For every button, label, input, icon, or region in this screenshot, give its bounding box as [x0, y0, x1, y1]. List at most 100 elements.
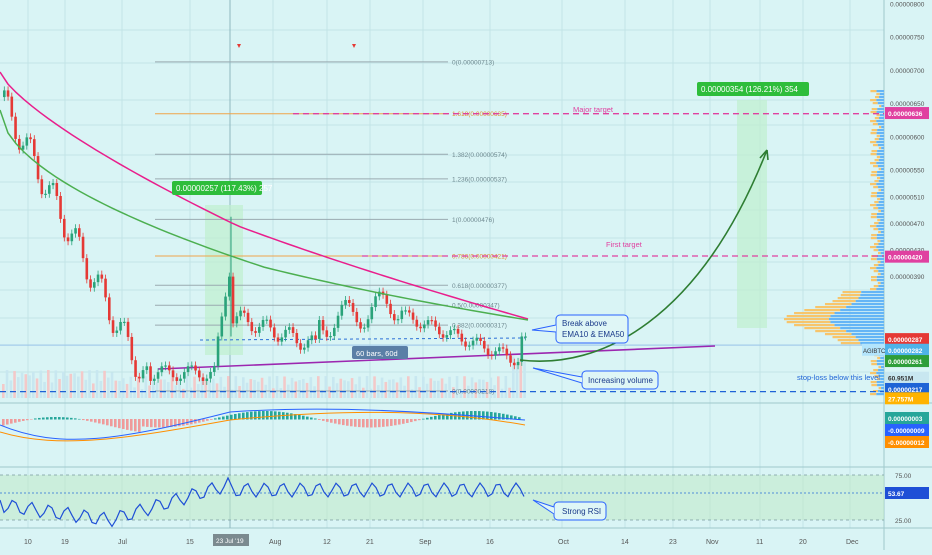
candle-body[interactable] [228, 276, 231, 297]
candle-body[interactable] [329, 336, 332, 338]
candle-body[interactable] [48, 185, 51, 194]
candle-body[interactable] [85, 258, 89, 280]
candle-body[interactable] [288, 327, 291, 330]
candle-body[interactable] [393, 314, 396, 321]
candle-body[interactable] [490, 354, 494, 357]
candle-body[interactable] [295, 333, 299, 344]
candle-body[interactable] [231, 276, 235, 324]
candle-body[interactable] [175, 377, 179, 381]
candle-body[interactable] [501, 347, 505, 349]
candle-body[interactable] [96, 274, 100, 283]
candle-body[interactable] [51, 183, 55, 186]
candle-body[interactable] [186, 366, 190, 373]
candle-body[interactable] [423, 324, 426, 329]
candle-body[interactable] [63, 218, 66, 238]
candle-body[interactable] [145, 366, 149, 371]
candle-body[interactable] [21, 145, 25, 150]
candle-body[interactable] [138, 376, 141, 379]
candle-body[interactable] [460, 333, 464, 342]
candle-body[interactable] [351, 302, 355, 312]
candle-body[interactable] [464, 341, 467, 347]
candle-body[interactable] [524, 336, 527, 338]
candle-body[interactable] [408, 310, 411, 313]
candle-body[interactable] [378, 291, 381, 297]
candle-body[interactable] [486, 348, 490, 355]
candle-body[interactable] [494, 351, 497, 356]
candle-body[interactable] [168, 365, 171, 371]
candle-body[interactable] [348, 300, 351, 303]
candle-body[interactable] [430, 320, 434, 322]
candle-body[interactable] [310, 335, 314, 341]
candle-body[interactable] [134, 360, 137, 377]
candle-body[interactable] [276, 337, 280, 342]
candle-body[interactable] [190, 365, 194, 367]
candle-body[interactable] [10, 96, 14, 117]
candle-body[interactable] [78, 228, 81, 237]
candle-body[interactable] [201, 377, 205, 381]
candle-body[interactable] [6, 90, 10, 97]
candle-body[interactable] [520, 336, 524, 362]
candle-body[interactable] [385, 294, 389, 304]
candle-body[interactable] [426, 320, 430, 325]
candle-body[interactable] [141, 370, 145, 379]
candle-body[interactable] [404, 310, 407, 312]
candle-body[interactable] [123, 321, 126, 324]
candle-body[interactable] [25, 137, 29, 146]
candle-body[interactable] [363, 327, 366, 329]
candle-body[interactable] [389, 303, 392, 315]
candle-body[interactable] [254, 331, 257, 333]
candle-body[interactable] [213, 366, 216, 372]
candle-body[interactable] [205, 378, 209, 381]
candle-body[interactable] [359, 322, 362, 329]
candle-body[interactable] [220, 316, 224, 337]
candle-body[interactable] [81, 236, 85, 259]
candle-body[interactable] [441, 334, 445, 338]
candle-body[interactable] [33, 139, 36, 157]
candle-body[interactable] [111, 320, 115, 333]
candle-body[interactable] [171, 370, 175, 378]
candle-body[interactable] [224, 296, 227, 317]
candle-body[interactable] [483, 340, 486, 349]
candle-body[interactable] [344, 300, 347, 305]
candle-body[interactable] [318, 320, 321, 339]
candle-body[interactable] [29, 137, 32, 140]
candle-body[interactable] [434, 320, 437, 327]
candle-body[interactable] [370, 307, 374, 320]
candle-body[interactable] [306, 340, 310, 348]
candle-body[interactable] [179, 378, 182, 381]
candle-body[interactable] [438, 326, 441, 335]
candle-body[interactable] [498, 347, 501, 352]
candle-body[interactable] [156, 372, 160, 379]
candle-body[interactable] [160, 366, 164, 373]
candle-body[interactable] [70, 233, 74, 242]
candle-body[interactable] [419, 326, 422, 329]
candle-body[interactable] [400, 310, 404, 320]
candle-body[interactable] [216, 336, 220, 367]
candle-body[interactable] [235, 316, 239, 324]
candle-body[interactable] [74, 228, 77, 234]
candle-body[interactable] [115, 330, 119, 333]
candle-body[interactable] [209, 371, 212, 379]
candle-body[interactable] [505, 348, 509, 356]
candle-body[interactable] [453, 328, 456, 331]
candle-body[interactable] [119, 321, 122, 331]
candle-body[interactable] [280, 337, 284, 342]
candle-body[interactable] [3, 90, 6, 98]
candle-body[interactable] [325, 330, 329, 337]
candle-body[interactable] [314, 335, 317, 339]
candle-body[interactable] [299, 343, 302, 350]
candle-body[interactable] [153, 378, 156, 381]
candle-body[interactable] [40, 179, 44, 195]
candle-body[interactable] [104, 278, 107, 298]
candle-body[interactable] [100, 274, 104, 279]
candle-body[interactable] [269, 319, 272, 328]
candle-body[interactable] [273, 327, 276, 338]
candle-body[interactable] [149, 366, 152, 381]
candle-body[interactable] [44, 193, 47, 195]
candle-body[interactable] [468, 345, 471, 347]
candle-body[interactable] [445, 335, 449, 338]
candle-body[interactable] [449, 330, 452, 336]
candle-body[interactable] [291, 327, 295, 334]
